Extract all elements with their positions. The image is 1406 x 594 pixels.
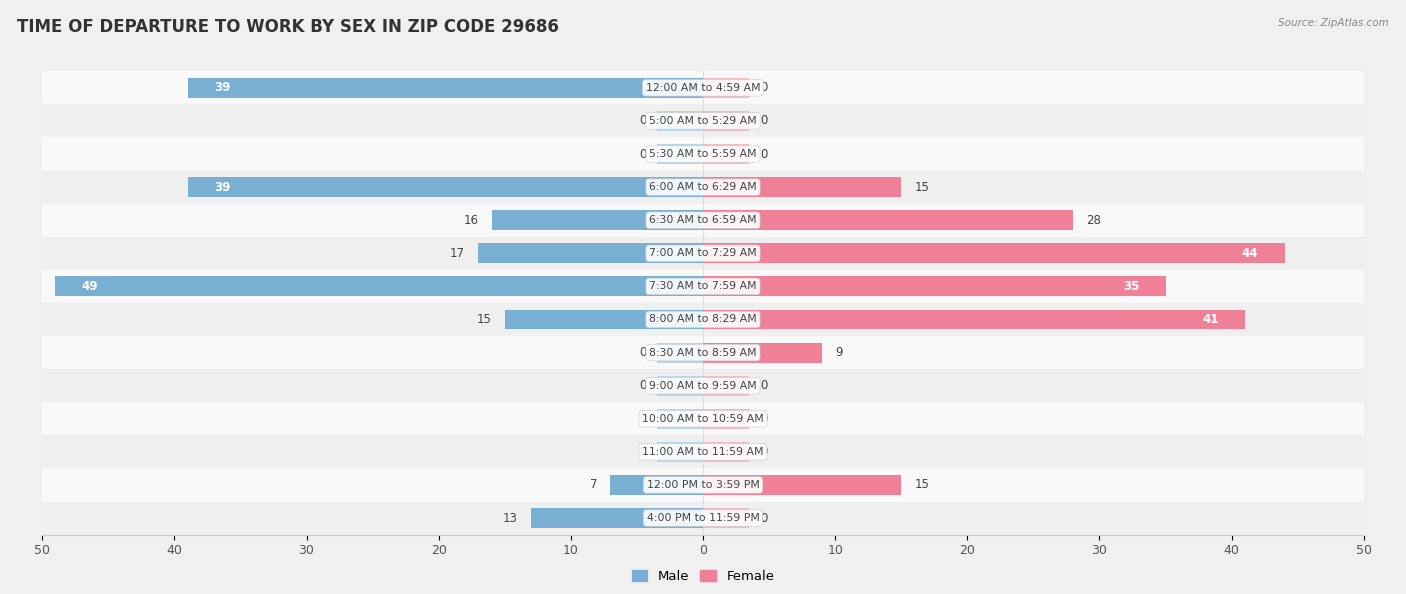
Text: 28: 28 <box>1087 214 1101 227</box>
Text: TIME OF DEPARTURE TO WORK BY SEX IN ZIP CODE 29686: TIME OF DEPARTURE TO WORK BY SEX IN ZIP … <box>17 18 558 36</box>
Bar <box>42 435 1364 469</box>
Text: 35: 35 <box>1123 280 1139 293</box>
Text: 11:00 AM to 11:59 AM: 11:00 AM to 11:59 AM <box>643 447 763 457</box>
Text: 8:00 AM to 8:29 AM: 8:00 AM to 8:29 AM <box>650 314 756 324</box>
Text: 0: 0 <box>638 115 647 128</box>
Text: 49: 49 <box>82 280 98 293</box>
Text: 5:30 AM to 5:59 AM: 5:30 AM to 5:59 AM <box>650 149 756 159</box>
Text: 39: 39 <box>214 81 231 94</box>
Text: 0: 0 <box>759 115 768 128</box>
Bar <box>703 343 823 362</box>
Bar <box>703 177 901 197</box>
Bar <box>187 78 703 98</box>
Text: 0: 0 <box>759 147 768 160</box>
Legend: Male, Female: Male, Female <box>626 565 780 588</box>
Text: 0: 0 <box>638 346 647 359</box>
Text: 0: 0 <box>759 412 768 425</box>
Bar <box>703 475 901 495</box>
Bar <box>42 137 1364 170</box>
Bar <box>703 508 749 528</box>
Text: 12:00 PM to 3:59 PM: 12:00 PM to 3:59 PM <box>647 480 759 490</box>
Text: 5:00 AM to 5:29 AM: 5:00 AM to 5:29 AM <box>650 116 756 126</box>
Bar <box>531 508 703 528</box>
Bar <box>42 369 1364 402</box>
Text: 9: 9 <box>835 346 842 359</box>
Text: 7:00 AM to 7:29 AM: 7:00 AM to 7:29 AM <box>650 248 756 258</box>
Bar <box>42 170 1364 204</box>
Text: 6:30 AM to 6:59 AM: 6:30 AM to 6:59 AM <box>650 215 756 225</box>
Bar <box>505 309 703 330</box>
Text: 4:00 PM to 11:59 PM: 4:00 PM to 11:59 PM <box>647 513 759 523</box>
Text: 15: 15 <box>914 181 929 194</box>
Text: 0: 0 <box>638 412 647 425</box>
Text: 39: 39 <box>214 181 231 194</box>
Bar <box>703 144 749 164</box>
Bar <box>42 237 1364 270</box>
Bar <box>703 442 749 462</box>
Bar <box>55 276 703 296</box>
Bar <box>42 402 1364 435</box>
Bar <box>492 210 703 230</box>
Text: 16: 16 <box>464 214 478 227</box>
Text: 15: 15 <box>477 313 492 326</box>
Bar <box>703 210 1073 230</box>
Bar <box>657 111 703 131</box>
Bar <box>657 442 703 462</box>
Text: 13: 13 <box>503 511 517 525</box>
Bar <box>187 177 703 197</box>
Bar <box>657 343 703 362</box>
Bar <box>657 144 703 164</box>
Text: 10:00 AM to 10:59 AM: 10:00 AM to 10:59 AM <box>643 414 763 424</box>
Text: 7: 7 <box>589 478 598 491</box>
Bar <box>42 303 1364 336</box>
Text: 9:00 AM to 9:59 AM: 9:00 AM to 9:59 AM <box>650 381 756 391</box>
Text: 6:00 AM to 6:29 AM: 6:00 AM to 6:29 AM <box>650 182 756 192</box>
Bar <box>610 475 703 495</box>
Bar <box>703 376 749 396</box>
Text: Source: ZipAtlas.com: Source: ZipAtlas.com <box>1278 18 1389 28</box>
Bar <box>42 336 1364 369</box>
Text: 0: 0 <box>759 81 768 94</box>
Text: 0: 0 <box>638 147 647 160</box>
Text: 8:30 AM to 8:59 AM: 8:30 AM to 8:59 AM <box>650 347 756 358</box>
Text: 12:00 AM to 4:59 AM: 12:00 AM to 4:59 AM <box>645 83 761 93</box>
Bar <box>42 469 1364 501</box>
Text: 17: 17 <box>450 247 465 260</box>
Bar <box>42 270 1364 303</box>
Text: 0: 0 <box>759 446 768 459</box>
Bar <box>703 276 1166 296</box>
Bar <box>703 78 749 98</box>
Bar <box>703 244 1285 263</box>
Bar <box>478 244 703 263</box>
Text: 44: 44 <box>1241 247 1258 260</box>
Bar <box>42 105 1364 137</box>
Bar <box>657 376 703 396</box>
Bar <box>42 204 1364 237</box>
Bar <box>42 71 1364 105</box>
Text: 0: 0 <box>759 379 768 392</box>
Text: 0: 0 <box>638 446 647 459</box>
Bar <box>703 409 749 429</box>
Text: 15: 15 <box>914 478 929 491</box>
Bar <box>703 309 1244 330</box>
Text: 41: 41 <box>1202 313 1219 326</box>
Bar <box>657 409 703 429</box>
Text: 0: 0 <box>759 511 768 525</box>
Bar <box>42 501 1364 535</box>
Bar <box>703 111 749 131</box>
Text: 7:30 AM to 7:59 AM: 7:30 AM to 7:59 AM <box>650 282 756 292</box>
Text: 0: 0 <box>638 379 647 392</box>
